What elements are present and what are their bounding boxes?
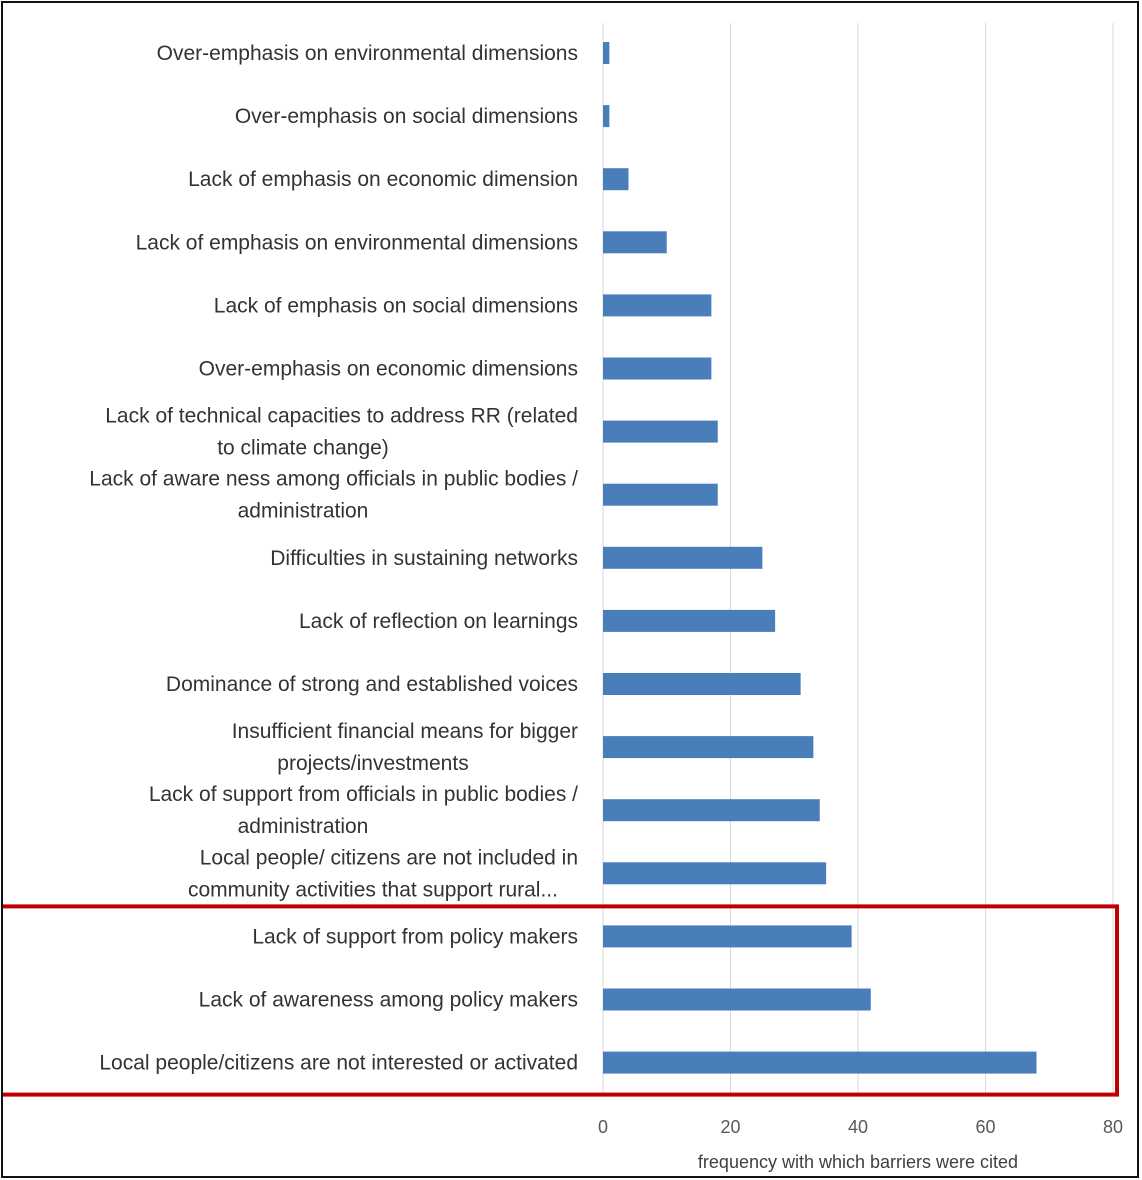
category-label-line: Lack of aware ness among officials in pu… [89, 468, 578, 491]
category-label: Over-emphasis on social dimensions [235, 105, 578, 128]
bar [603, 925, 852, 948]
category-label-line: Lack of awareness among policy makers [199, 989, 578, 1012]
category-label-line: to climate change) [217, 437, 389, 460]
category-label: Local people/ citizens are not included … [188, 846, 578, 901]
category-label: Insufficient financial means for bigger p… [232, 720, 578, 775]
category-label-line: Lack of emphasis on environmental dimens… [136, 231, 578, 254]
bar [603, 105, 610, 128]
x-tick-label: 60 [975, 1117, 995, 1137]
bar [603, 546, 763, 569]
category-label: Over-emphasis on economic dimensions [199, 358, 578, 381]
category-label-line: Difficulties in sustaining networks [270, 547, 578, 570]
x-tick-label: 0 [598, 1117, 608, 1137]
category-label-line: Lack of technical capacities to address … [105, 405, 578, 428]
highlight-box [3, 904, 1119, 1097]
bar [603, 483, 718, 506]
bar-chart: Over-emphasis on environmental dimension… [3, 23, 1123, 1172]
bar [603, 42, 610, 64]
bar [603, 294, 712, 317]
category-label-line: Lack of emphasis on economic dimension [188, 168, 578, 191]
category-label: Lack of awareness among policy makers [199, 989, 578, 1012]
category-label: Lack of aware ness among officials in pu… [89, 468, 578, 523]
category-label: Lack of technical capacities to address … [105, 405, 578, 460]
category-label: Lack of emphasis on environmental dimens… [136, 231, 578, 254]
x-tick-labels: 0 20 40 60 80 [598, 1117, 1123, 1137]
bar [603, 168, 629, 191]
x-tick-label: 20 [720, 1117, 740, 1137]
category-label-line: administration [238, 815, 369, 838]
bar [603, 673, 801, 695]
gridlines [602, 23, 1114, 1093]
bar [603, 420, 718, 443]
category-label-line: Over-emphasis on economic dimensions [199, 358, 578, 381]
category-label: Lack of emphasis on social dimensions [214, 294, 578, 317]
bar [603, 1051, 1037, 1074]
category-label-line: projects/investments [277, 752, 468, 775]
category-label-line: Local people/ citizens are not included … [200, 846, 578, 869]
bar [603, 231, 667, 254]
bar [603, 609, 776, 632]
category-label: Over-emphasis on environmental dimension… [157, 42, 578, 65]
category-label-line: Lack of support from policy makers [252, 925, 578, 948]
category-label: Lack of support from policy makers [252, 925, 578, 948]
bar [603, 357, 712, 380]
category-label: Dominance of strong and established voic… [166, 673, 578, 696]
x-tick-label: 80 [1103, 1117, 1123, 1137]
category-labels: Over-emphasis on environmental dimension… [89, 42, 578, 1075]
category-label-line: Lack of emphasis on social dimensions [214, 294, 578, 317]
bar [603, 862, 827, 885]
category-label-line: Over-emphasis on environmental dimension… [157, 42, 578, 65]
category-label: Lack of reflection on learnings [299, 610, 578, 633]
category-label-line: Local people/citizens are not interested… [99, 1052, 578, 1075]
category-label-line: Lack of support from officials in public… [149, 783, 578, 806]
x-axis-title: frequency with which barriers were cited [698, 1152, 1018, 1172]
category-label-line: administration [238, 500, 369, 523]
category-label: Lack of support from officials in public… [149, 783, 578, 838]
category-label-line: community activities that support rural.… [188, 878, 558, 901]
bars [603, 42, 1037, 1074]
category-label-line: Over-emphasis on social dimensions [235, 105, 578, 128]
category-label: Difficulties in sustaining networks [270, 547, 578, 570]
bar [603, 988, 871, 1011]
category-label-line: Insufficient financial means for bigger [232, 720, 578, 743]
bar [603, 736, 814, 759]
x-tick-label: 40 [848, 1117, 868, 1137]
category-label: Local people/citizens are not interested… [99, 1052, 578, 1075]
category-label: Lack of emphasis on economic dimension [188, 168, 578, 191]
bar [603, 799, 820, 822]
category-label-line: Lack of reflection on learnings [299, 610, 578, 633]
category-label-line: Dominance of strong and established voic… [166, 673, 578, 696]
